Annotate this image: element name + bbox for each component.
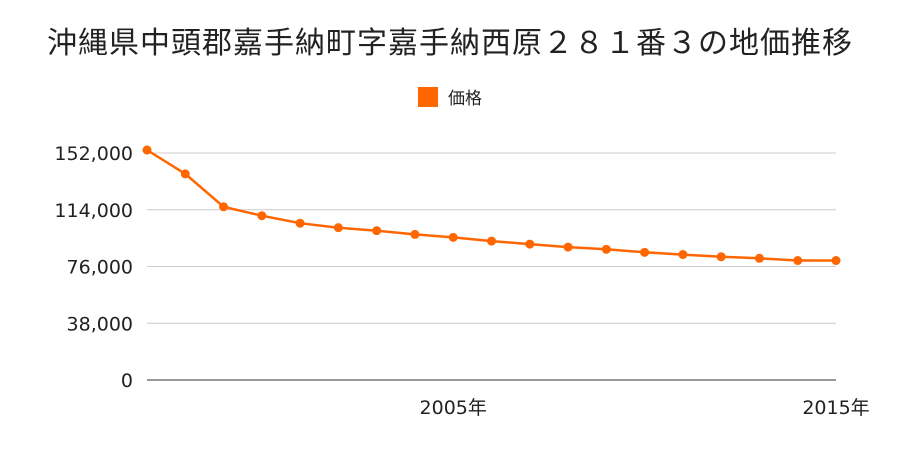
data-point: [640, 247, 650, 257]
data-point: [831, 256, 841, 266]
data-point: [257, 211, 267, 221]
y-tick-label: 152,000: [54, 143, 133, 165]
data-point: [754, 253, 764, 263]
y-tick-label: 114,000: [54, 200, 133, 222]
data-point: [333, 223, 343, 233]
y-tick-label: 76,000: [67, 257, 133, 279]
data-point: [716, 252, 726, 262]
legend-label: 価格: [448, 89, 482, 109]
legend: 価格: [0, 84, 900, 109]
chart-title: 沖縄県中頭郡嘉手納町字嘉手納西原２８１番３の地価推移: [47, 26, 853, 61]
data-point: [448, 232, 458, 242]
y-tick-label: 38,000: [67, 313, 133, 335]
data-point: [410, 229, 420, 239]
data-point: [487, 236, 496, 246]
x-tick-label: 2015年: [802, 397, 869, 419]
data-point: [793, 256, 803, 266]
data-point: [219, 202, 229, 212]
y-tick-label: 0: [121, 370, 133, 392]
data-point: [678, 250, 688, 260]
data-point: [525, 239, 535, 249]
data-point: [295, 218, 305, 228]
x-tick-label: 2005年: [420, 397, 487, 419]
data-point: [601, 244, 611, 254]
data-point: [180, 169, 190, 179]
data-point: [142, 145, 152, 155]
legend-swatch: [418, 86, 438, 107]
data-point: [563, 242, 573, 252]
data-point: [372, 226, 382, 236]
